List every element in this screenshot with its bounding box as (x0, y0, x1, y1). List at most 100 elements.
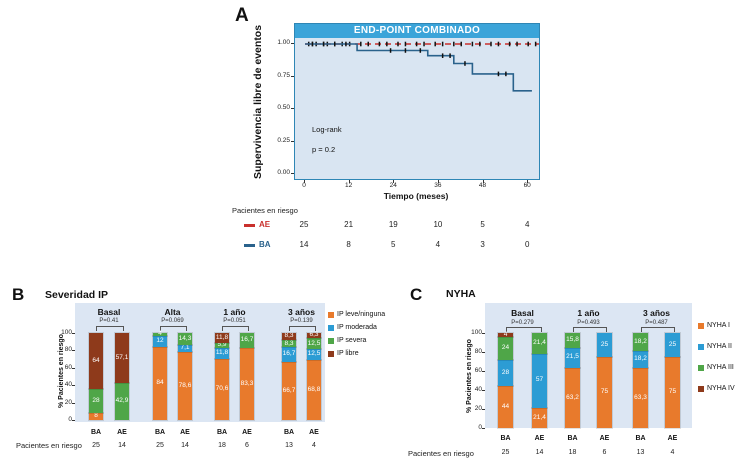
group-label: Alta (164, 307, 181, 317)
bar-segment-ip-moderada: 16,7 (281, 346, 297, 363)
km-x-tick-mark (304, 180, 305, 183)
risk-count: 25 (299, 220, 309, 229)
comparison-bracket (640, 327, 675, 332)
bar-risk-count: 18 (568, 449, 577, 456)
group-label: Basal (97, 307, 121, 317)
y-tick-mark (72, 385, 75, 387)
risk-count: 5 (391, 240, 396, 249)
km-y-axis-title: Supervivencia libre de eventos (252, 24, 264, 179)
bar-axis-label: BA (635, 435, 646, 442)
bar-segment-value: 68,8 (307, 385, 321, 393)
bar-segment-value: 70,6 (215, 385, 229, 393)
bar-segment-ip-libre: 11,8 (214, 331, 230, 345)
y-tick-mark (72, 350, 75, 352)
bar-segment-ip-leve-ninguna: 8 (88, 412, 104, 421)
legend-swatch-ip-libre (328, 351, 334, 357)
bar-segment-nyha-i: 44 (497, 385, 514, 429)
legend-label: NYHA I (707, 322, 730, 329)
y-tick-mark (482, 409, 485, 410)
bar-segment-value: 16,7 (282, 350, 296, 358)
bar-axis-label: AE (117, 429, 127, 436)
bar-segment-value: 12,5 (307, 350, 321, 358)
bar-segment-value: 14,3 (178, 334, 192, 342)
bar-risk-count: 13 (636, 449, 645, 456)
risk-count: 5 (480, 220, 485, 229)
bar-segment-ip-severa: 5,9 (214, 342, 230, 350)
bar-axis-label: BA (500, 435, 511, 442)
bar-segment-value: 25 (668, 340, 677, 348)
group-pvalue: P=0.051 (223, 318, 246, 324)
panel-b-title: Severidad IP (45, 289, 109, 301)
bar-segment-ip-libre: 6,3 (306, 331, 322, 340)
comparison-bracket (505, 327, 542, 332)
bar-segment-value: 21,5 (566, 353, 579, 361)
bar-segment-ip-severa: 16,7 (239, 332, 255, 349)
legend-swatch-ip-severa (328, 338, 334, 344)
legend-label: IP moderada (337, 324, 377, 331)
bar-segment-value: 21,4 (533, 413, 546, 421)
km-x-tick-mark (348, 180, 350, 183)
bar-segment-value: 66,7 (282, 386, 296, 394)
bar-segment-ip-leve-ninguna: 66,7 (281, 360, 297, 421)
bar-segment-value: 8,3 (284, 339, 294, 347)
bar-segment-ip-severa: 12,5 (306, 337, 322, 351)
risk-count: 0 (524, 240, 530, 249)
bar-segment-value: 57,1 (115, 353, 129, 361)
bar-segment-ip-moderada: 12 (152, 335, 168, 348)
bar-segment-value: 16,7 (240, 336, 254, 343)
risk-count: 4 (524, 220, 530, 229)
km-plot-area (295, 38, 539, 179)
km-y-tick-label: 0.25 (277, 136, 290, 144)
bar-risk-count: 4 (312, 442, 316, 449)
group-label: 3 años (643, 308, 670, 318)
bar-segment-ip-moderada: 7,1 (177, 344, 193, 353)
legend-label: NYHA IV (707, 385, 735, 392)
bar-segment-value: 84 (156, 379, 164, 387)
group-label: 1 año (577, 308, 600, 318)
risk-count: 4 (435, 240, 441, 249)
bar-segment-value: 75 (668, 388, 677, 396)
risk-count: 10 (433, 220, 443, 229)
bar-risk-count: 18 (218, 442, 226, 449)
km-x-tick-mark (437, 180, 439, 183)
bar-segment-value: 64 (92, 356, 100, 364)
bar-segment-value: 12,5 (307, 339, 321, 347)
bar-segment-ip-severa: 4 (152, 331, 168, 338)
legend-label: IP libre (337, 350, 359, 357)
km-curve-ba (305, 43, 532, 92)
bar-segment-value: 28 (92, 396, 100, 404)
legend-swatch-nyha-i (698, 323, 704, 329)
bar-risk-count: 14 (535, 449, 544, 456)
panel-b-risk-label: Pacientes en riesgo (16, 441, 82, 450)
y-tick-label: 60 (64, 363, 72, 371)
panel-c-nyha: C NYHA % Pacientes en riesgo Pacientes e… (400, 283, 750, 469)
y-tick-mark (482, 390, 485, 391)
bar-segment-ip-moderada: 11,8 (214, 347, 230, 360)
bar-segment-nyha-i: 21,4 (531, 406, 548, 430)
km-x-tick-label: 12 (345, 182, 353, 189)
group-label: 1 año (223, 307, 246, 317)
y-tick-mark (72, 420, 75, 421)
bar-segment-value: 63,2 (566, 393, 579, 401)
comparison-bracket (289, 326, 316, 331)
bar-axis-label: AE (667, 435, 678, 442)
bar-segment-ip-moderada: 12,5 (306, 348, 322, 362)
bar-segment-ip-severa: 14,3 (177, 331, 193, 347)
risk-count: 21 (344, 220, 354, 229)
bar-risk-count: 13 (285, 442, 293, 449)
y-tick-label: 100 (61, 329, 72, 336)
bar-segment-value: 7,1 (180, 344, 190, 352)
bar-segment-value: 25 (600, 340, 609, 348)
comparison-bracket (160, 326, 187, 331)
risk-count: 19 (388, 220, 398, 229)
y-tick-label: 20 (64, 398, 72, 406)
group-pvalue: P=0.41 (99, 318, 119, 324)
km-y-tick-label: 0.50 (277, 104, 290, 111)
legend-swatch-nyha-iii (698, 365, 704, 371)
km-y-tick-label: 1.00 (277, 39, 290, 46)
y-tick-label: 40 (64, 381, 72, 389)
bar-axis-label: BA (154, 429, 166, 436)
bar-segment-value: 75 (600, 388, 609, 396)
bar-segment-nyha-ii: 25 (596, 332, 613, 358)
